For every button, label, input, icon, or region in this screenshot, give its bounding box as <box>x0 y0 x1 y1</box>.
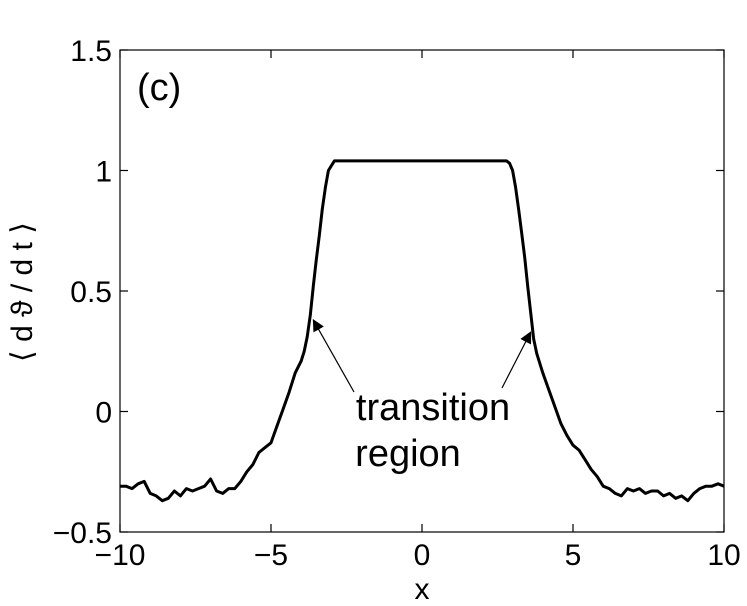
annotation-arrow-right <box>501 331 532 389</box>
annotation-arrow-left <box>312 319 355 393</box>
plot-frame <box>119 49 725 533</box>
y-tick-label: −0.5 <box>53 517 112 550</box>
annotation-line-1: transition <box>356 387 510 429</box>
x-axis-label: x <box>415 573 430 606</box>
y-tick-label: 0 <box>95 397 112 430</box>
annotation-line-2: region <box>355 433 461 475</box>
y-tick-label: 0.5 <box>70 276 112 309</box>
plot-area <box>120 50 724 532</box>
y-tick-label: 1 <box>95 156 112 189</box>
panel-label: (c) <box>137 67 181 109</box>
x-tick-label: 0 <box>414 539 431 572</box>
series-line <box>120 159 725 503</box>
y-tick-labels: −0.5 0 0.5 1 1.5 <box>53 35 112 550</box>
x-tick-label: −10 <box>95 539 146 572</box>
x-tick-labels: −10 −5 0 5 10 <box>95 539 741 572</box>
x-tick-label: 10 <box>707 539 740 572</box>
annotation: transition region <box>312 319 532 475</box>
y-tick-label: 1.5 <box>70 35 112 68</box>
x-tick-label: 5 <box>565 539 582 572</box>
y-axis-label: ⟨ d ϑ / d t ⟩ <box>6 222 39 362</box>
x-tick-label: −5 <box>254 539 288 572</box>
